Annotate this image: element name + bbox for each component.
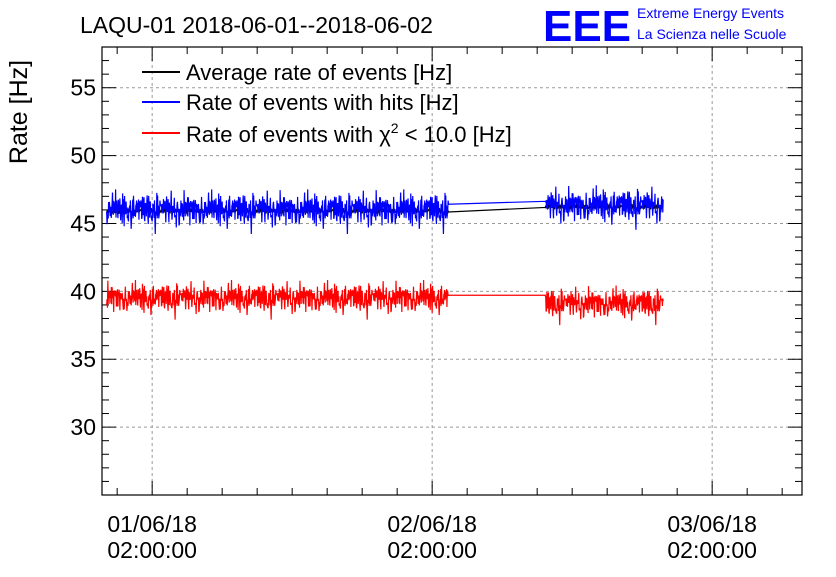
legend-label-average: Average rate of events [Hz] [186,60,452,85]
series-chi2-line [106,280,664,326]
x-tick-date: 02/06/18 [387,511,477,537]
series-hits-line [106,185,664,234]
legend: Average rate of events [Hz] Rate of even… [142,60,512,147]
legend-label-hits: Rate of events with hits [Hz] [186,90,459,115]
x-tick-time: 02:00:00 [387,537,477,563]
y-tick-label: 55 [70,75,96,101]
legend-label-chi2: Rate of events with χ2 < 10.0 [Hz] [186,120,512,147]
x-tick-date: 03/06/18 [667,511,757,537]
y-tick-label: 30 [70,414,96,440]
x-tick-date: 01/06/18 [107,511,197,537]
plot-frame [101,46,803,496]
y-axis-label: Rate [Hz] [5,60,33,164]
grid [102,47,802,495]
series-group [106,185,664,326]
eee-logo: EEE Extreme Energy Events La Scienza nel… [543,2,787,51]
y-tick-label: 35 [70,346,96,372]
chart-title: LAQU-01 2018-06-01--2018-06-02 [80,12,433,38]
y-tick-label: 45 [70,210,96,236]
logo-line2: La Scienza nelle Scuole [637,26,787,42]
x-tick-time: 02:00:00 [667,537,757,563]
x-tick-labels: 01/06/1802:00:0002/06/1802:00:0003/06/18… [107,511,757,563]
y-tick-label: 40 [70,278,96,304]
y-tick-label: 50 [70,143,96,169]
logo-mark: EEE [543,2,631,51]
x-tick-time: 02:00:00 [107,537,197,563]
logo-line1: Extreme Energy Events [637,5,784,21]
y-tick-labels: 30 35 40 45 50 55 [70,75,96,440]
